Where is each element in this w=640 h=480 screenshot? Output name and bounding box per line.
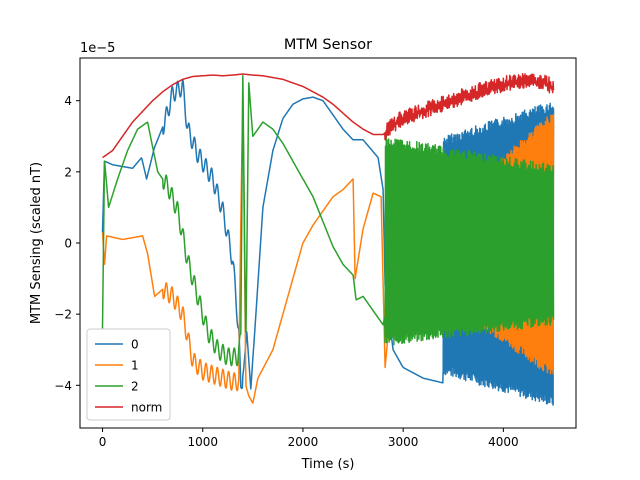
y-tick-label: 0 (64, 237, 72, 251)
x-tick-label: 0 (99, 435, 107, 449)
chart-title: MTM Sensor (284, 37, 372, 53)
x-axis: 0 1000 2000 3000 4000 (99, 428, 519, 449)
x-tick-label: 4000 (488, 435, 519, 449)
x-tick-label: 1000 (187, 435, 218, 449)
series-line-norm (102, 72, 555, 159)
x-axis-label: Time (s) (301, 457, 355, 472)
y-axis: −4 −2 0 2 4 (54, 94, 80, 393)
series-layer (101, 72, 555, 406)
y-tick-label: −4 (54, 379, 72, 393)
legend-label: 0 (131, 338, 139, 352)
x-tick-label: 3000 (388, 435, 419, 449)
legend: 0 1 2 norm (86, 328, 171, 421)
y-tick-label: 2 (64, 165, 72, 179)
x-tick-label: 2000 (288, 435, 319, 449)
legend-label: 1 (131, 359, 139, 373)
y-tick-label: 4 (64, 94, 72, 108)
series-line-2 (101, 75, 555, 367)
y-axis-label: MTM Sensing (scaled nT) (29, 162, 44, 324)
legend-label: norm (131, 401, 162, 415)
y-offset-text: 1e−5 (80, 41, 115, 56)
legend-label: 2 (131, 380, 139, 394)
y-tick-label: −2 (54, 308, 72, 322)
legend-box (86, 328, 171, 421)
